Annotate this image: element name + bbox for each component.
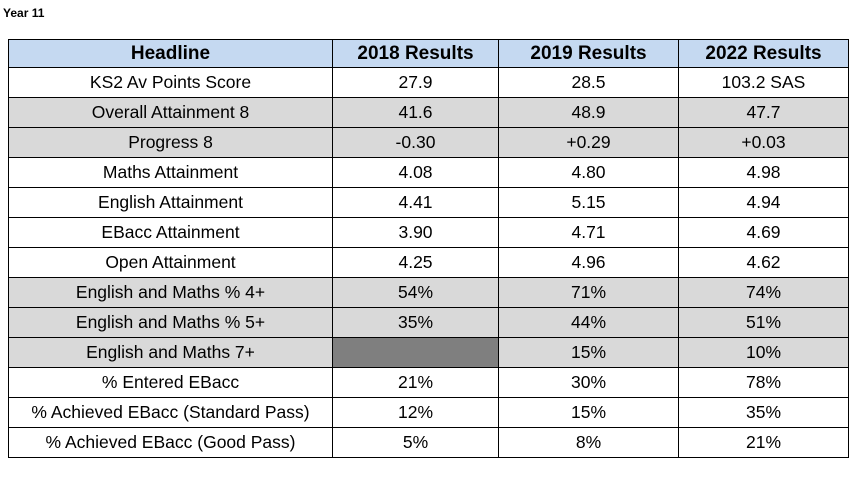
value-cell: 4.98 bbox=[678, 157, 849, 188]
row-label: % Achieved EBacc (Good Pass) bbox=[8, 427, 333, 458]
row-label: KS2 Av Points Score bbox=[8, 67, 333, 98]
table-row: English Attainment 4.41 5.15 4.94 bbox=[8, 187, 849, 218]
value-cell: 103.2 SAS bbox=[678, 67, 849, 98]
table-row: EBacc Attainment 3.90 4.71 4.69 bbox=[8, 217, 849, 248]
value-cell: 4.08 bbox=[332, 157, 499, 188]
header-row: Headline 2018 Results 2019 Results 2022 … bbox=[8, 39, 849, 68]
value-cell: 78% bbox=[678, 367, 849, 398]
row-label: EBacc Attainment bbox=[8, 217, 333, 248]
value-cell: +0.03 bbox=[678, 127, 849, 158]
value-cell: 4.80 bbox=[498, 157, 679, 188]
row-label: % Achieved EBacc (Standard Pass) bbox=[8, 397, 333, 428]
value-cell: 27.9 bbox=[332, 67, 499, 98]
table-row: Open Attainment 4.25 4.96 4.62 bbox=[8, 247, 849, 278]
table-row: English and Maths % 5+ 35% 44% 51% bbox=[8, 307, 849, 338]
header-2022-results: 2022 Results bbox=[678, 39, 849, 68]
value-cell: 10% bbox=[678, 337, 849, 368]
row-label: Maths Attainment bbox=[8, 157, 333, 188]
row-label: Open Attainment bbox=[8, 247, 333, 278]
table-row: Maths Attainment 4.08 4.80 4.98 bbox=[8, 157, 849, 188]
table-row: % Entered EBacc 21% 30% 78% bbox=[8, 367, 849, 398]
page-title: Year 11 bbox=[3, 6, 45, 20]
table-row: % Achieved EBacc (Standard Pass) 12% 15% 35… bbox=[8, 397, 849, 428]
value-cell: 15% bbox=[498, 337, 679, 368]
value-cell: 71% bbox=[498, 277, 679, 308]
value-cell: 21% bbox=[678, 427, 849, 458]
value-cell: 4.25 bbox=[332, 247, 499, 278]
value-cell: 5% bbox=[332, 427, 499, 458]
header-2019-results: 2019 Results bbox=[498, 39, 679, 68]
table-row: Overall Attainment 8 41.6 48.9 47.7 bbox=[8, 97, 849, 128]
table-row: KS2 Av Points Score 27.9 28.5 103.2 SAS bbox=[8, 67, 849, 98]
blank-cell bbox=[332, 337, 499, 368]
value-cell: 47.7 bbox=[678, 97, 849, 128]
value-cell: 8% bbox=[498, 427, 679, 458]
value-cell: 35% bbox=[678, 397, 849, 428]
value-cell: 28.5 bbox=[498, 67, 679, 98]
table-body: KS2 Av Points Score 27.9 28.5 103.2 SAS Over… bbox=[8, 67, 849, 458]
table-row: English and Maths 7+ 15% 10% bbox=[8, 337, 849, 368]
row-label: English and Maths % 4+ bbox=[8, 277, 333, 308]
value-cell: 4.69 bbox=[678, 217, 849, 248]
row-label: Overall Attainment 8 bbox=[8, 97, 333, 128]
row-label: % Entered EBacc bbox=[8, 367, 333, 398]
value-cell: 35% bbox=[332, 307, 499, 338]
value-cell: 4.94 bbox=[678, 187, 849, 218]
value-cell: 54% bbox=[332, 277, 499, 308]
header-2018-results: 2018 Results bbox=[332, 39, 499, 68]
row-label: Progress 8 bbox=[8, 127, 333, 158]
table-row: English and Maths % 4+ 54% 71% 74% bbox=[8, 277, 849, 308]
header-headline: Headline bbox=[8, 39, 333, 68]
value-cell: 30% bbox=[498, 367, 679, 398]
value-cell: 41.6 bbox=[332, 97, 499, 128]
results-table: Headline 2018 Results 2019 Results 2022 … bbox=[8, 39, 849, 458]
value-cell: 21% bbox=[332, 367, 499, 398]
table-row: Progress 8 -0.30 +0.29 +0.03 bbox=[8, 127, 849, 158]
value-cell: 3.90 bbox=[332, 217, 499, 248]
value-cell: 4.71 bbox=[498, 217, 679, 248]
value-cell: 51% bbox=[678, 307, 849, 338]
value-cell: 48.9 bbox=[498, 97, 679, 128]
value-cell: 5.15 bbox=[498, 187, 679, 218]
table-row: % Achieved EBacc (Good Pass) 5% 8% 21% bbox=[8, 427, 849, 458]
value-cell: +0.29 bbox=[498, 127, 679, 158]
value-cell: 44% bbox=[498, 307, 679, 338]
value-cell: 4.41 bbox=[332, 187, 499, 218]
value-cell: -0.30 bbox=[332, 127, 499, 158]
value-cell: 74% bbox=[678, 277, 849, 308]
value-cell: 15% bbox=[498, 397, 679, 428]
row-label: English and Maths 7+ bbox=[8, 337, 333, 368]
value-cell: 4.96 bbox=[498, 247, 679, 278]
row-label: English Attainment bbox=[8, 187, 333, 218]
value-cell: 4.62 bbox=[678, 247, 849, 278]
row-label: English and Maths % 5+ bbox=[8, 307, 333, 338]
value-cell: 12% bbox=[332, 397, 499, 428]
